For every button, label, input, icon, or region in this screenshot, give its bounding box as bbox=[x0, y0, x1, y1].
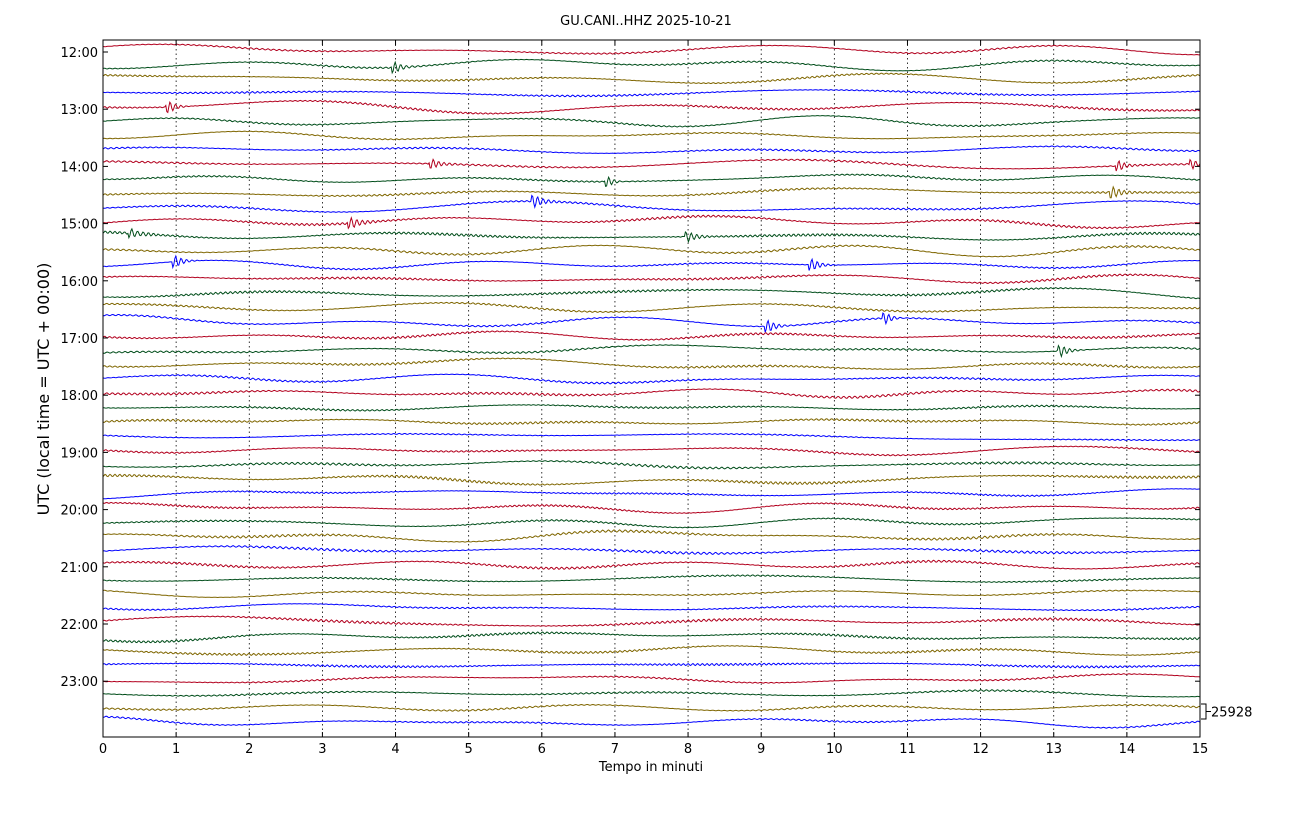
seismic-trace bbox=[102, 615, 1201, 627]
x-tick-label: 9 bbox=[757, 742, 765, 757]
plot-frame bbox=[102, 39, 1201, 738]
x-tick-label: 6 bbox=[538, 742, 546, 757]
seismic-trace bbox=[102, 662, 1201, 669]
y-tick-label: 20:00 bbox=[61, 504, 98, 519]
x-tick-label: 7 bbox=[611, 742, 619, 757]
seismic-trace bbox=[102, 244, 1201, 258]
seismic-trace bbox=[102, 473, 1201, 486]
seismic-trace bbox=[102, 529, 1201, 543]
seismic-trace bbox=[102, 312, 1201, 333]
y-tick-label: 13:00 bbox=[61, 103, 98, 118]
y-tick-label: 17:00 bbox=[61, 332, 98, 347]
x-tick-label: 10 bbox=[826, 742, 843, 757]
seismic-trace bbox=[102, 344, 1201, 359]
seismic-trace bbox=[103, 43, 1200, 56]
seismic-trace bbox=[102, 432, 1201, 442]
seismic-trace bbox=[103, 460, 1201, 470]
seismic-trace bbox=[102, 589, 1201, 599]
x-tick-label: 14 bbox=[1119, 742, 1136, 757]
grid-lines bbox=[175, 40, 1128, 737]
seismic-trace bbox=[102, 330, 1201, 341]
seismic-trace bbox=[103, 715, 1201, 729]
x-tick-label: 0 bbox=[99, 742, 107, 757]
seismic-trace bbox=[103, 673, 1201, 684]
seismic-trace bbox=[102, 418, 1201, 426]
x-tick-label: 1 bbox=[172, 742, 180, 757]
seismic-trace bbox=[102, 703, 1201, 712]
seismic-trace bbox=[102, 517, 1201, 529]
seismic-trace bbox=[102, 689, 1201, 698]
seismic-traces bbox=[102, 43, 1201, 729]
seismic-trace bbox=[102, 501, 1201, 514]
y-tick-label: 12:00 bbox=[61, 46, 98, 61]
seismic-trace bbox=[102, 214, 1201, 230]
x-tick-label: 15 bbox=[1192, 742, 1209, 757]
seismic-trace bbox=[102, 115, 1201, 128]
scale-bar-label: 25928 bbox=[1211, 706, 1252, 721]
seismic-trace bbox=[102, 254, 1201, 271]
seismic-trace bbox=[102, 445, 1201, 457]
seismic-trace bbox=[102, 273, 1201, 285]
seismic-trace bbox=[102, 287, 1201, 300]
seismic-trace bbox=[102, 99, 1201, 115]
seismic-trace bbox=[102, 357, 1201, 370]
y-axis-title: UTC (local time = UTC + 00:00) bbox=[34, 263, 53, 516]
seismic-trace bbox=[102, 173, 1201, 187]
seismic-trace bbox=[102, 72, 1201, 85]
seismic-trace bbox=[102, 373, 1201, 385]
seismic-trace bbox=[102, 301, 1201, 313]
seismic-trace bbox=[102, 603, 1201, 612]
seismic-trace bbox=[102, 130, 1200, 141]
chart-title: GU.CANI..HHZ 2025-10-21 bbox=[560, 14, 732, 29]
amplitude-scale-bar: 25928 bbox=[1201, 703, 1252, 721]
seismic-trace bbox=[102, 545, 1201, 555]
seismic-trace bbox=[102, 58, 1201, 75]
x-tick-label: 4 bbox=[391, 742, 399, 757]
seismic-trace bbox=[102, 145, 1201, 154]
seismic-trace bbox=[102, 158, 1201, 172]
y-tick-label: 18:00 bbox=[61, 389, 98, 404]
seismic-trace bbox=[103, 488, 1200, 500]
x-tick-label: 8 bbox=[684, 742, 692, 757]
y-tick-label: 22:00 bbox=[61, 618, 98, 633]
seismic-trace bbox=[102, 227, 1201, 244]
seismic-trace bbox=[102, 388, 1201, 399]
seismic-trace bbox=[102, 631, 1201, 644]
y-axis-ticks: 12:00 13:00 14:00 15:00 16:00 17:00 18:00 19:00… bbox=[61, 46, 1200, 690]
y-tick-label: 15:00 bbox=[61, 218, 98, 233]
seismic-trace bbox=[102, 559, 1201, 570]
y-tick-label: 19:00 bbox=[61, 446, 98, 461]
x-axis-ticks: 0 1 2 3 4 5 6 7 8 9 10 11 12 13 14 15 bbox=[99, 40, 1208, 757]
x-tick-label: 11 bbox=[899, 742, 916, 757]
seismic-trace bbox=[102, 89, 1201, 98]
seismic-trace bbox=[102, 185, 1201, 199]
y-tick-label: 16:00 bbox=[61, 275, 98, 290]
y-tick-label: 21:00 bbox=[61, 561, 98, 576]
seismic-trace bbox=[102, 194, 1201, 213]
x-tick-label: 5 bbox=[465, 742, 473, 757]
y-tick-label: 14:00 bbox=[61, 160, 98, 175]
x-axis-title: Tempo in minuti bbox=[598, 760, 703, 775]
x-tick-label: 13 bbox=[1045, 742, 1062, 757]
x-tick-label: 12 bbox=[972, 742, 989, 757]
x-tick-label: 3 bbox=[318, 742, 326, 757]
seismic-trace bbox=[102, 404, 1201, 412]
x-tick-label: 2 bbox=[245, 742, 253, 757]
y-tick-label: 23:00 bbox=[61, 675, 98, 690]
seismic-trace bbox=[102, 574, 1201, 583]
seismic-trace bbox=[102, 645, 1201, 657]
scale-bar bbox=[1201, 703, 1207, 720]
